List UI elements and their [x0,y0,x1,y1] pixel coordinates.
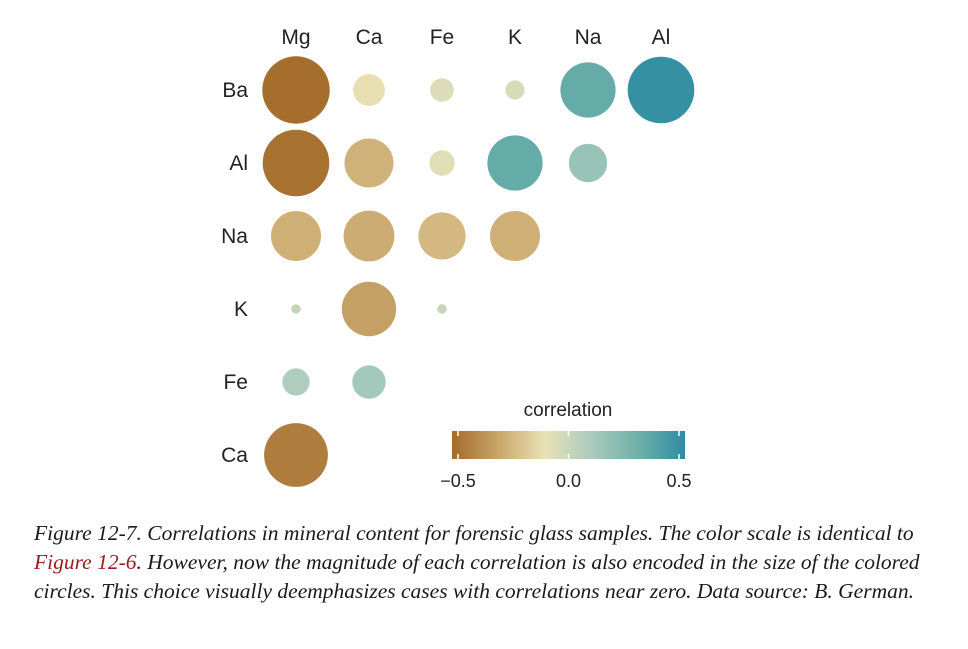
correlation-circle [429,150,455,176]
correlation-circle [352,365,386,399]
row-label: Ba [222,79,248,102]
correlation-cells [262,56,695,487]
column-label: Mg [281,26,310,49]
correlation-circle [490,211,540,261]
legend-tick-label: −0.5 [440,471,476,491]
row-label: Fe [223,371,248,394]
column-label: K [508,26,522,49]
color-legend: correlation −0.5 0.0 0.5 [440,400,691,491]
figure-reference-link[interactable]: Figure 12-6 [34,550,137,574]
correlation-circle [341,281,397,337]
correlation-circle [343,210,395,262]
correlation-circle [344,138,394,188]
correlation-circle [430,78,454,102]
correlation-circle [487,135,543,191]
caption-text-2: . However, now the magnitude of each cor… [34,550,920,603]
correlation-circle [353,74,385,106]
legend-ticks: −0.5 0.0 0.5 [440,431,692,491]
legend-tick-label: 0.0 [556,471,581,491]
legend-title: correlation [524,400,613,421]
column-label: Na [575,26,602,49]
correlation-circle [262,129,330,197]
row-label: Ca [221,444,248,467]
row-label: K [234,298,248,321]
column-label: Ca [356,26,383,49]
correlation-chart: Mg Ca Fe K Na Al Ba Al Na K Fe Ca correlation −0.5… [221,26,695,491]
correlation-circle [627,56,695,124]
row-label: Al [229,152,248,175]
caption-text-1: Correlations in mineral content for fore… [141,521,914,545]
column-labels: Mg Ca Fe K Na Al [281,26,670,49]
correlation-circle [291,304,301,314]
row-labels: Ba Al Na K Fe Ca [221,79,248,467]
legend-tick-label: 0.5 [666,471,691,491]
row-label: Na [221,225,248,248]
column-label: Fe [430,26,455,49]
correlation-circle [271,211,321,261]
caption-label: Figure 12-7. [34,521,142,545]
figure-caption: Figure 12-7. Correlations in mineral con… [34,519,934,606]
correlation-circle [418,212,466,260]
correlation-circle [560,62,616,118]
correlation-circle [262,56,330,124]
column-label: Al [652,26,671,49]
correlation-circle [568,143,608,183]
correlation-circle [282,368,310,396]
correlation-circle [437,304,447,314]
correlation-circle [264,423,328,487]
correlation-circle [505,80,525,100]
